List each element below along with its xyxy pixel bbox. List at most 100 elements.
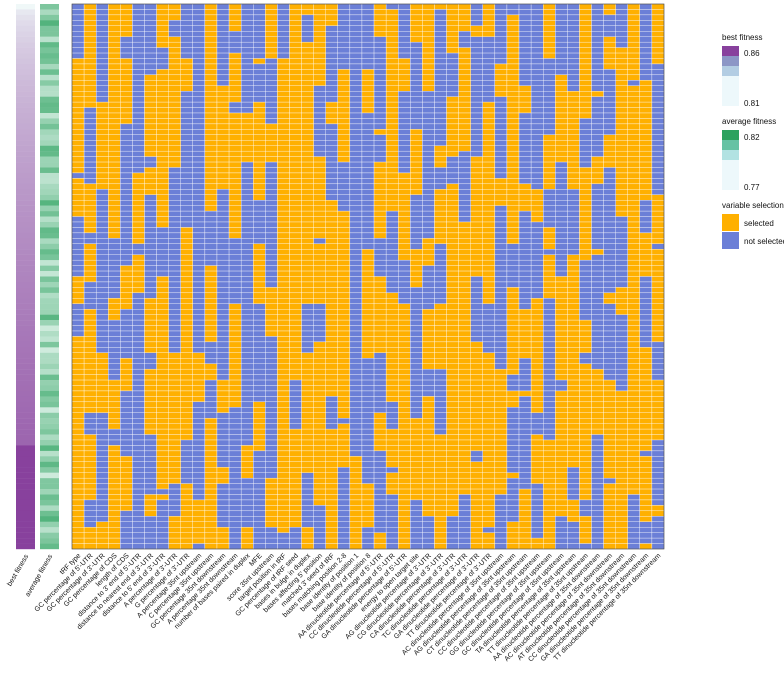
heatmap-cell — [108, 379, 121, 386]
heatmap-cell — [132, 25, 145, 32]
heatmap-cell — [180, 374, 193, 381]
heatmap-cell — [410, 25, 423, 32]
heatmap-cell — [398, 494, 411, 501]
heatmap-cell — [289, 428, 302, 435]
track-cell — [16, 178, 35, 185]
heatmap-cell — [434, 292, 447, 299]
heatmap-cell — [603, 47, 616, 54]
heatmap-cell — [240, 537, 254, 544]
heatmap-cell — [83, 287, 97, 294]
heatmap-cell — [518, 150, 532, 157]
heatmap-cell — [228, 494, 242, 501]
heatmap-cell — [530, 325, 544, 332]
heatmap-cell — [567, 183, 580, 190]
heatmap-cell — [265, 243, 278, 250]
heatmap-cell — [120, 477, 133, 484]
heatmap-cell — [434, 494, 447, 501]
track-cell — [40, 31, 59, 37]
heatmap-cell — [71, 401, 85, 408]
heatmap-cell — [555, 145, 568, 152]
heatmap-cell — [385, 314, 399, 321]
track-cell — [40, 472, 59, 479]
heatmap-cell — [555, 80, 568, 86]
heatmap-cell — [506, 210, 520, 217]
track-cell — [40, 281, 59, 288]
track-cell — [40, 538, 59, 544]
heatmap-cell — [144, 20, 157, 26]
heatmap-cell — [120, 150, 133, 157]
heatmap-cell — [543, 91, 556, 97]
heatmap-cell — [240, 172, 254, 179]
heatmap-cell — [83, 385, 97, 392]
heatmap-cell — [530, 510, 544, 517]
heatmap-cell — [71, 69, 85, 76]
heatmap-cell — [530, 472, 544, 479]
heatmap-cell — [482, 390, 496, 397]
heatmap-cell — [494, 112, 508, 119]
heatmap-cell — [482, 183, 496, 190]
heatmap-cell — [494, 298, 508, 304]
heatmap-cell — [530, 63, 544, 70]
heatmap-cell — [422, 461, 435, 468]
heatmap-cell — [543, 123, 556, 130]
heatmap-cell — [313, 200, 326, 206]
heatmap-cell — [192, 150, 206, 157]
heatmap-cell — [518, 221, 532, 228]
heatmap-cell — [180, 14, 193, 21]
heatmap-cell — [265, 145, 278, 152]
heatmap-cell — [277, 477, 290, 484]
heatmap-cell — [301, 418, 314, 424]
heatmap-cell — [518, 314, 532, 321]
heatmap-cell — [518, 238, 532, 244]
heatmap-cell — [120, 499, 133, 506]
heatmap-cell — [543, 161, 556, 168]
heatmap-cell — [253, 183, 266, 190]
heatmap-cell — [301, 232, 314, 239]
heatmap-cell — [95, 178, 109, 185]
heatmap-cell — [349, 467, 363, 473]
heatmap-cell — [434, 456, 447, 462]
heatmap-cell — [361, 516, 375, 522]
heatmap-cell — [591, 521, 604, 528]
heatmap-cell — [518, 521, 532, 528]
track-cell — [16, 14, 35, 21]
heatmap-cell — [470, 91, 483, 97]
heatmap-cell — [518, 200, 532, 206]
heatmap-cell — [639, 194, 653, 201]
heatmap-cell — [120, 58, 133, 65]
heatmap-cell — [240, 461, 254, 468]
heatmap-cell — [95, 259, 109, 266]
heatmap-cell — [204, 123, 218, 130]
heatmap-cell — [530, 216, 544, 223]
heatmap-cell — [83, 69, 97, 76]
track-cell — [16, 472, 35, 479]
heatmap-cell — [168, 401, 181, 408]
heatmap-cell — [216, 189, 230, 195]
heatmap-cell — [95, 374, 109, 381]
heatmap-cell — [156, 494, 169, 501]
heatmap-cell — [192, 510, 206, 517]
heatmap-cell — [301, 537, 314, 544]
heatmap-cell — [337, 178, 351, 185]
heatmap-cell — [603, 276, 616, 283]
heatmap-cell — [398, 385, 411, 392]
heatmap-cell — [591, 477, 604, 484]
heatmap-cell — [398, 303, 411, 310]
track-cell — [40, 320, 59, 326]
heatmap-cell — [204, 14, 218, 21]
heatmap-cell — [337, 472, 351, 479]
heatmap-cell — [639, 205, 653, 212]
heatmap-cell — [156, 418, 169, 424]
heatmap-cell — [591, 145, 604, 152]
heatmap-cell — [108, 47, 121, 54]
heatmap-cell — [108, 80, 121, 86]
heatmap-cell — [277, 270, 290, 277]
heatmap-cell — [518, 270, 532, 277]
heatmap-cell — [567, 172, 580, 179]
heatmap-cell — [591, 358, 604, 364]
heatmap-cell — [373, 134, 387, 141]
heatmap-cell — [434, 91, 447, 97]
heatmap-cell — [543, 167, 556, 174]
heatmap-cell — [95, 477, 109, 484]
heatmap-cell — [567, 379, 580, 386]
